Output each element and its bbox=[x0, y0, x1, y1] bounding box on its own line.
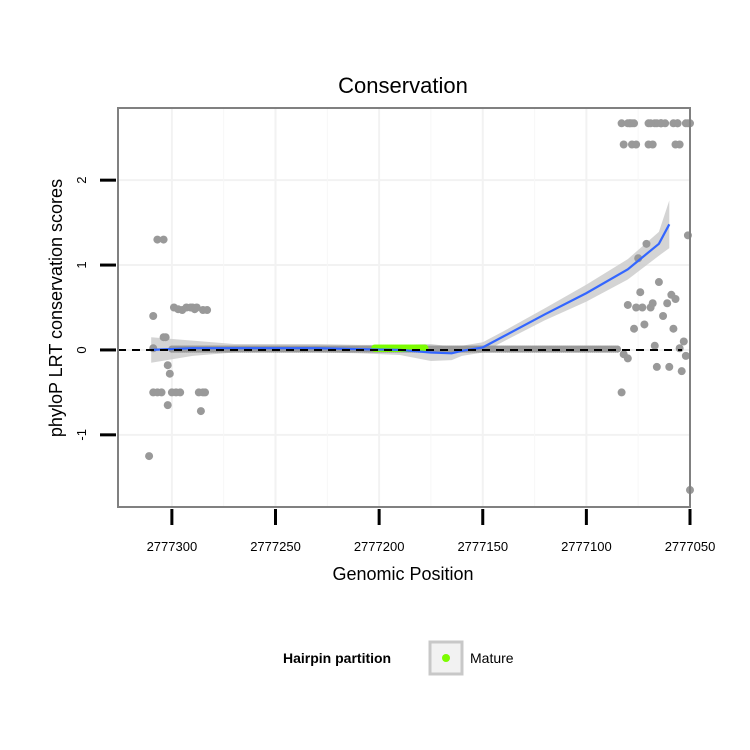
smooth-ribbon bbox=[151, 200, 670, 363]
data-point bbox=[669, 324, 678, 333]
legend: Hairpin partition Mature bbox=[283, 640, 514, 676]
data-point bbox=[671, 295, 680, 304]
data-point bbox=[679, 337, 688, 346]
x-tick-label: 2777050 bbox=[665, 539, 716, 554]
data-point bbox=[145, 452, 154, 461]
data-point bbox=[163, 401, 172, 410]
data-point bbox=[650, 341, 659, 350]
data-point bbox=[159, 235, 168, 244]
x-axis: 2777300 2777250 2777200 2777150 2777100 27770… bbox=[147, 509, 716, 554]
legend-entry-mature: Mature bbox=[470, 650, 514, 666]
data-point bbox=[617, 119, 626, 128]
data-point bbox=[656, 119, 665, 128]
data-point bbox=[630, 324, 639, 333]
smooth-ribbon-layer bbox=[151, 200, 670, 363]
data-point bbox=[163, 361, 172, 370]
data-point bbox=[648, 140, 657, 149]
data-point bbox=[681, 351, 690, 360]
data-point bbox=[203, 306, 212, 315]
data-point bbox=[630, 119, 639, 128]
y-tick-label: -1 bbox=[74, 429, 89, 441]
y-tick-label: 2 bbox=[74, 177, 89, 184]
data-point bbox=[161, 333, 170, 342]
data-point bbox=[201, 388, 210, 397]
y-tick-label: 0 bbox=[74, 346, 89, 353]
data-point bbox=[192, 303, 201, 312]
data-point bbox=[654, 278, 663, 287]
data-point bbox=[149, 344, 158, 353]
data-point bbox=[663, 299, 672, 308]
data-point bbox=[642, 239, 651, 248]
legend-key-box bbox=[428, 640, 464, 676]
smooth-line bbox=[151, 223, 671, 355]
x-tick-label: 2777250 bbox=[250, 539, 301, 554]
data-point bbox=[153, 235, 162, 244]
y-tick-label: 1 bbox=[74, 261, 89, 268]
data-point bbox=[636, 288, 645, 297]
data-point bbox=[157, 388, 166, 397]
smooth-line-layer bbox=[151, 223, 671, 355]
data-point bbox=[623, 300, 632, 309]
data-point bbox=[648, 299, 657, 308]
data-point bbox=[617, 388, 626, 397]
data-point bbox=[623, 354, 632, 363]
data-point bbox=[675, 140, 684, 149]
x-tick-label: 2777100 bbox=[561, 539, 612, 554]
data-point bbox=[149, 311, 158, 320]
legend-title: Hairpin partition bbox=[283, 650, 391, 666]
legend-key-mature-dot bbox=[442, 654, 450, 662]
data-point bbox=[176, 388, 185, 397]
data-point bbox=[638, 303, 647, 312]
data-point bbox=[652, 362, 661, 371]
data-point bbox=[675, 344, 684, 353]
data-point bbox=[646, 119, 655, 128]
y-axis-title: phyloP LRT conservation scores bbox=[46, 179, 66, 437]
chart-title: Conservation bbox=[338, 73, 468, 98]
y-axis: -1 0 1 2 bbox=[74, 177, 116, 441]
data-point bbox=[640, 320, 649, 329]
data-point bbox=[677, 367, 686, 376]
data-point bbox=[196, 407, 205, 416]
x-tick-label: 2777200 bbox=[354, 539, 405, 554]
data-point bbox=[665, 362, 674, 371]
data-point bbox=[165, 369, 174, 378]
data-point bbox=[619, 140, 628, 149]
data-point bbox=[632, 303, 641, 312]
data-points-layer bbox=[145, 119, 694, 495]
x-tick-label: 2777150 bbox=[457, 539, 508, 554]
data-point bbox=[659, 311, 668, 320]
data-point bbox=[673, 119, 682, 128]
data-point bbox=[632, 140, 641, 149]
plot-panel-border bbox=[117, 107, 691, 508]
x-tick-label: 2777300 bbox=[147, 539, 198, 554]
x-axis-title: Genomic Position bbox=[332, 564, 473, 584]
